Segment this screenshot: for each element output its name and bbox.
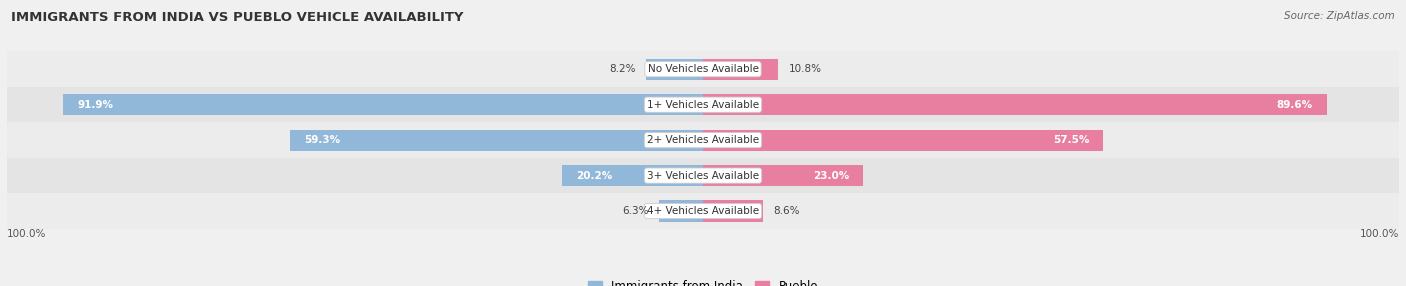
Bar <box>63 94 703 115</box>
Bar <box>703 200 763 222</box>
Text: No Vehicles Available: No Vehicles Available <box>648 64 758 74</box>
Bar <box>562 165 703 186</box>
Bar <box>703 94 1327 115</box>
Text: Source: ZipAtlas.com: Source: ZipAtlas.com <box>1284 11 1395 21</box>
Text: 59.3%: 59.3% <box>304 135 340 145</box>
Bar <box>7 51 1399 87</box>
Text: IMMIGRANTS FROM INDIA VS PUEBLO VEHICLE AVAILABILITY: IMMIGRANTS FROM INDIA VS PUEBLO VEHICLE … <box>11 11 464 24</box>
Bar <box>703 130 1104 151</box>
Text: 2+ Vehicles Available: 2+ Vehicles Available <box>647 135 759 145</box>
Bar <box>659 200 703 222</box>
Text: 89.6%: 89.6% <box>1277 100 1313 110</box>
Text: 20.2%: 20.2% <box>576 171 613 180</box>
Text: 3+ Vehicles Available: 3+ Vehicles Available <box>647 171 759 180</box>
Bar <box>290 130 703 151</box>
Bar <box>7 87 1399 122</box>
Text: 8.2%: 8.2% <box>609 64 636 74</box>
Text: 23.0%: 23.0% <box>813 171 849 180</box>
Legend: Immigrants from India, Pueblo: Immigrants from India, Pueblo <box>583 275 823 286</box>
Text: 100.0%: 100.0% <box>7 229 46 239</box>
Text: 57.5%: 57.5% <box>1053 135 1090 145</box>
Text: 91.9%: 91.9% <box>77 100 114 110</box>
Bar <box>703 59 778 80</box>
Text: 10.8%: 10.8% <box>789 64 821 74</box>
Text: 8.6%: 8.6% <box>773 206 800 216</box>
Bar <box>7 158 1399 193</box>
Text: 1+ Vehicles Available: 1+ Vehicles Available <box>647 100 759 110</box>
Bar <box>645 59 703 80</box>
Text: 6.3%: 6.3% <box>623 206 648 216</box>
Bar <box>7 193 1399 229</box>
Text: 100.0%: 100.0% <box>1360 229 1399 239</box>
Bar <box>7 122 1399 158</box>
Text: 4+ Vehicles Available: 4+ Vehicles Available <box>647 206 759 216</box>
Bar <box>703 165 863 186</box>
